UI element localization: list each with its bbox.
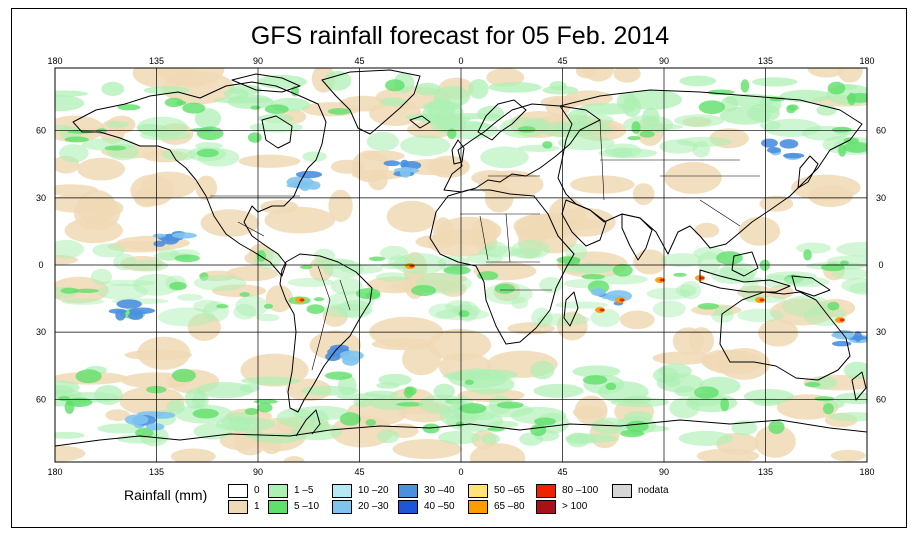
bottom-lon-label: 90: [659, 467, 669, 477]
top-lon-label: 135: [149, 56, 164, 66]
coastlines: [55, 69, 867, 447]
figure-frame: [11, 8, 907, 528]
bottom-longitude-labels: 180 135 90 45 0 45 90 135 180: [47, 467, 874, 477]
top-lon-label: 135: [758, 56, 773, 66]
coast-madagascar: [563, 291, 579, 327]
coast-arctic-islands: [231, 73, 301, 93]
coast-japan: [797, 155, 819, 189]
top-lon-label: 0: [458, 56, 463, 66]
country-borders: [210, 119, 760, 371]
bottom-lon-label: 45: [557, 467, 567, 477]
right-latitude-labels: 60 30 0 30 60: [876, 126, 886, 405]
coast-iceland: [409, 115, 431, 129]
coast-hudson-bay: [261, 115, 293, 149]
graticule: [55, 68, 867, 462]
top-lon-label: 45: [354, 56, 364, 66]
coast-new-guinea: [791, 275, 831, 297]
top-lon-label: 180: [859, 56, 874, 66]
coast-australia: [719, 291, 851, 381]
bottom-lon-label: 135: [758, 467, 773, 477]
map-border: [54, 67, 868, 463]
coast-india: [621, 213, 653, 261]
coast-antarctica: [55, 419, 867, 447]
top-lon-label: 45: [557, 56, 567, 66]
bottom-lon-label: 0: [458, 467, 463, 477]
left-latitude-labels: 60 30 0 30 60: [36, 126, 46, 405]
coast-indonesia: [699, 269, 791, 293]
coast-new-zealand: [851, 371, 867, 401]
bottom-lon-label: 180: [47, 467, 62, 477]
coast-asia: [557, 89, 863, 255]
left-lat-label: 60: [36, 126, 46, 136]
right-lat-label: 30: [876, 193, 886, 203]
bottom-lon-label: 135: [149, 467, 164, 477]
top-lon-label: 180: [47, 56, 62, 66]
left-lat-label: 60: [36, 394, 46, 404]
right-lat-label: 60: [876, 126, 886, 136]
bottom-lon-label: 90: [253, 467, 263, 477]
coast-borneo: [731, 251, 759, 277]
top-lon-label: 90: [253, 56, 263, 66]
right-lat-label: 60: [876, 394, 886, 404]
coast-uk: [451, 139, 465, 165]
right-lat-label: 0: [878, 260, 883, 270]
bottom-lon-label: 45: [354, 467, 364, 477]
coast-south-america: [279, 253, 373, 413]
coast-greenland: [321, 69, 421, 135]
bottom-lon-label: 180: [859, 467, 874, 477]
left-lat-label: 30: [36, 327, 46, 337]
right-lat-label: 30: [876, 327, 886, 337]
coast-scandinavia: [477, 99, 527, 141]
top-longitude-labels: 180 135 90 45 0 45 90 135 180: [47, 56, 874, 66]
left-lat-label: 30: [36, 193, 46, 203]
rain-fields: [55, 68, 867, 462]
map-title: GFS rainfall forecast for 05 Feb. 2014: [250, 22, 670, 50]
coast-arabia: [561, 199, 607, 247]
coast-north-america: [72, 81, 327, 277]
left-lat-label: 0: [38, 260, 43, 270]
coast-antarctic-peninsula: [295, 409, 321, 437]
top-lon-label: 90: [659, 56, 669, 66]
